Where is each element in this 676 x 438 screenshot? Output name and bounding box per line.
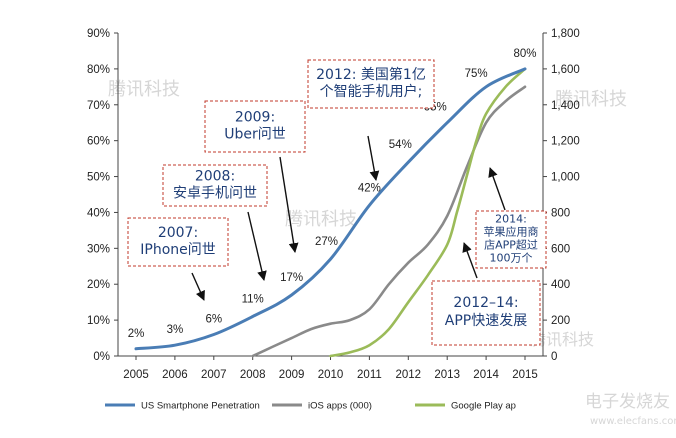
y-tick-label-right: 1,000 (551, 172, 580, 184)
legend-label: Google Play ap (451, 401, 516, 412)
y-tick-label-right: 1,800 (551, 28, 580, 40)
y-tick-label-right: 1,600 (551, 64, 580, 76)
x-tick-label: 2009 (279, 369, 305, 381)
x-tick-label: 2010 (318, 369, 344, 381)
watermark-text: 腾讯科技 (285, 209, 357, 230)
data-label-penetration: 80% (513, 48, 536, 60)
y-tick-label-left: 20% (87, 279, 110, 291)
data-label-penetration: 75% (465, 68, 488, 80)
x-tick-label: 2012 (396, 369, 422, 381)
labels-layer: 2% 3%6%11%17%27%42%54%65%75%80% (128, 48, 537, 340)
watermark-layer: 腾讯科技 腾讯科技 腾讯科技 腾讯科技 电子发烧友 www.elecfans.c… (108, 79, 676, 427)
y-tick-label-left: 50% (87, 172, 110, 184)
x-tick-label: 2011 (357, 369, 382, 381)
annotation-text: 100万个 (490, 252, 533, 265)
y-tick-label-left: 0% (93, 351, 110, 363)
annotation-layer: 2007:IPhone问世2008:安卓手机问世2009:Uber问世2012:… (127, 59, 547, 346)
watermark-text: 腾讯科技 (555, 89, 627, 110)
y-tick-label-right: 600 (551, 243, 570, 255)
annotation-text: 2009: (235, 110, 275, 126)
y-tick-label-right: 200 (551, 315, 570, 327)
x-tick-label: 2015 (512, 369, 538, 381)
x-tick-label: 2008 (240, 369, 266, 381)
annotation-callout: 2012–14: APP快速发展 (431, 242, 541, 346)
annotation-box (204, 100, 306, 153)
annotation-callout: 2009:Uber问世 (204, 100, 306, 253)
y-tick-label-left: 70% (87, 100, 110, 112)
series-line-google-play-apps (329, 67, 527, 358)
watermark-url: www.elecfans.com (590, 416, 676, 427)
annotation-box (431, 280, 541, 346)
annotation-box (127, 217, 229, 267)
annotation-text: 2014: (495, 213, 527, 226)
data-label-penetration: 27% (315, 236, 338, 248)
y-tick-label-right: 400 (551, 279, 570, 291)
legend-label: iOS apps (000) (308, 401, 372, 412)
annotation-text: 安卓手机问世 (173, 186, 257, 202)
annotation-text: 2012–14: (453, 295, 518, 311)
x-tick-label: 2005 (123, 369, 149, 381)
annotation-box (162, 164, 268, 207)
y-tick-label-left: 90% (87, 28, 110, 40)
data-label-penetration: 3% (167, 324, 184, 336)
annotation-arrow (462, 242, 478, 279)
y-tick-label-left: 80% (87, 64, 110, 76)
annotation-text: 2008: (195, 169, 235, 185)
annotation-arrow (279, 156, 299, 253)
y-tick-label-left: 10% (87, 315, 110, 327)
annotation-text: IPhone问世 (140, 242, 216, 258)
y-tick-label-left: 30% (87, 243, 110, 255)
legend-label: US Smartphone Penetration (141, 401, 260, 412)
y-tick-label-left: 60% (87, 136, 110, 148)
annotation-text: 个智能手机用户; (320, 83, 423, 100)
y-tick-label-right: 1,400 (551, 100, 580, 112)
annotation-text: 2007: (158, 225, 198, 241)
data-label-penetration: 42% (358, 182, 381, 194)
annotation-arrow (247, 211, 267, 281)
legend-item-ios-apps: iOS apps (000) (272, 401, 372, 412)
watermark-text: 腾讯科技 (108, 79, 180, 100)
legend-item-google-play-apps: Google Play ap (415, 401, 516, 412)
annotation-box (307, 59, 435, 109)
legend-layer: US Smartphone Penetration iOS apps (000) G… (105, 401, 516, 412)
x-tick-label: 2014 (473, 369, 499, 381)
data-label-penetration: 11% (242, 294, 264, 306)
annotation-text: 苹果应用商 (484, 225, 539, 239)
series-line-ios-apps (251, 85, 527, 358)
watermark-text: 腾讯科技 (530, 330, 594, 349)
annotation-callout: 2007:IPhone问世 (127, 217, 229, 301)
annotation-arrow (191, 272, 205, 301)
x-tick-label: 2013 (434, 369, 460, 381)
annotation-text: Uber问世 (224, 127, 286, 143)
annotation-arrow (367, 135, 380, 181)
data-label-penetration: 6% (205, 313, 222, 325)
data-label-penetration: 54% (389, 139, 412, 151)
series-layer (134, 67, 527, 358)
y-tick-label-right: 0 (551, 351, 557, 363)
x-tick-label: 2007 (201, 369, 227, 381)
annotation-text: APP快速发展 (445, 313, 527, 329)
x-tick-label: 2006 (162, 369, 188, 381)
annotation-callout: 2008:安卓手机问世 (162, 164, 268, 281)
annotation-box (475, 210, 547, 269)
y-tick-label-left: 40% (87, 207, 110, 219)
annotation-text: 2012: 美国第1亿 (316, 66, 426, 83)
annotation-arrow (488, 167, 506, 211)
annotation-text: 店APP超过 (484, 238, 538, 252)
watermark-logo-text: 电子发烧友 (585, 392, 670, 412)
data-label-penetration: 2% (128, 328, 145, 340)
legend-item-smartphone-penetration: US Smartphone Penetration (105, 401, 260, 412)
y-tick-label-right: 1,200 (551, 136, 580, 148)
series-line-smartphone-penetration (134, 67, 527, 351)
y-tick-label-right: 800 (551, 207, 570, 219)
data-label-penetration: 17% (280, 272, 303, 284)
